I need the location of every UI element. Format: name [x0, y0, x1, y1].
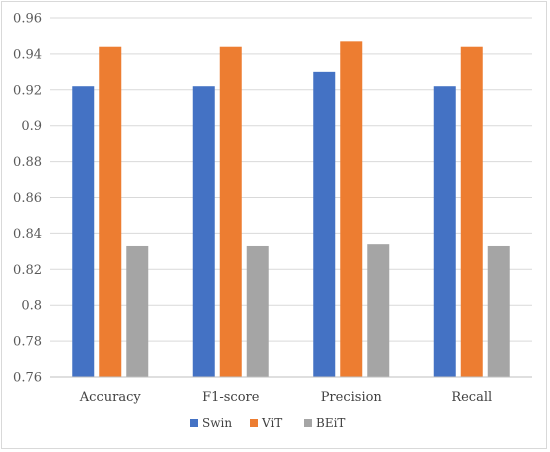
bar-swin-precision: [313, 71, 336, 377]
x-category-label: Recall: [451, 390, 492, 405]
y-tick-label: 0.78: [13, 335, 42, 350]
y-tick-label: 0.86: [13, 191, 42, 206]
y-tick-label: 0.8: [21, 299, 42, 314]
bar-vit-accuracy: [99, 46, 122, 377]
y-tick-label: 0.88: [13, 155, 42, 170]
x-category-label: Accuracy: [79, 390, 142, 405]
y-tick-label: 0.94: [13, 47, 42, 62]
bar-swin-recall: [433, 86, 456, 378]
legend-label: ViT: [261, 416, 282, 430]
legend-swatch: [304, 419, 312, 427]
bar-beit-precision: [367, 244, 390, 377]
bar-vit-f1-score: [219, 46, 242, 377]
y-tick-label: 0.92: [13, 83, 42, 98]
y-axis-tick-labels: 0.76 0.78 0.8 0.82 0.84 0.86 0.88 0.9 0.92 0.94 0.…: [13, 12, 42, 386]
y-tick-label: 0.96: [13, 12, 42, 27]
bar-vit-precision: [340, 41, 363, 378]
legend-label: BEiT: [316, 416, 345, 430]
bars: [72, 41, 510, 378]
legend-swatch: [190, 419, 198, 427]
x-category-label: Precision: [321, 390, 383, 405]
bar-vit-recall: [460, 46, 483, 377]
gridlines: [50, 17, 532, 378]
y-tick-label: 0.76: [13, 371, 42, 386]
x-category-label: F1-score: [202, 390, 260, 405]
y-tick-label: 0.84: [13, 227, 42, 242]
legend-label: Swin: [202, 416, 232, 430]
bar-swin-f1-score: [192, 86, 215, 378]
bar-beit-accuracy: [126, 245, 149, 377]
legend: Swin ViT BEiT: [190, 416, 345, 430]
legend-swatch: [250, 419, 258, 427]
legend-item-swin: Swin: [190, 416, 232, 430]
bar-beit-recall: [487, 245, 510, 377]
legend-item-beit: BEiT: [304, 416, 345, 430]
bar-swin-accuracy: [72, 86, 95, 378]
y-tick-label: 0.9: [21, 119, 42, 134]
y-tick-label: 0.82: [13, 263, 42, 278]
legend-item-vit: ViT: [250, 416, 282, 430]
bar-beit-f1-score: [246, 245, 269, 377]
x-axis: Accuracy F1-score Precision Recall: [50, 376, 532, 405]
